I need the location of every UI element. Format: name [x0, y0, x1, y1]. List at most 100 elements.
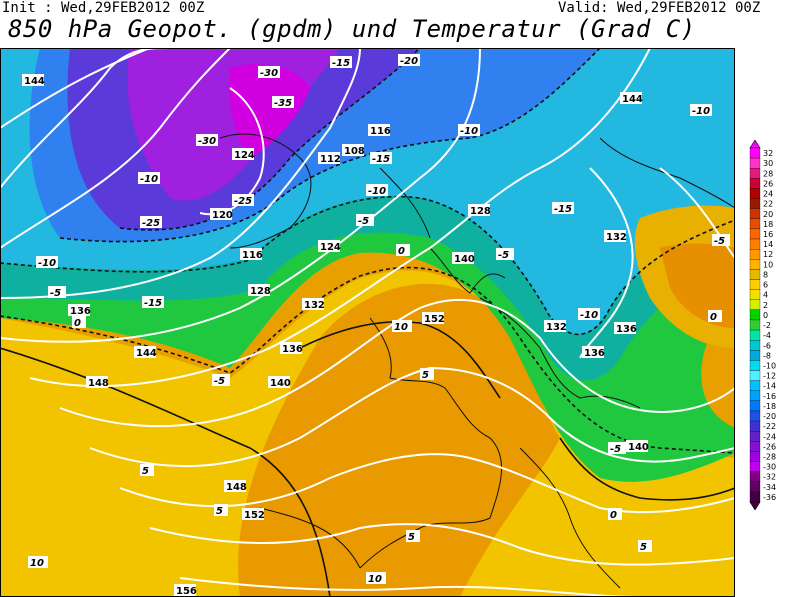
legend-value: 30 — [763, 159, 773, 168]
temp-label: -5 — [214, 376, 225, 387]
temp-label: -15 — [554, 204, 572, 215]
legend-value: 14 — [763, 240, 773, 249]
legend-swatch — [749, 269, 761, 280]
temp-label: -20 — [400, 56, 418, 67]
legend-swatch — [749, 441, 761, 452]
geo-label: 136 — [584, 348, 605, 359]
temp-label: -5 — [358, 216, 369, 227]
geo-label: 116 — [242, 250, 263, 261]
geo-label: 128 — [470, 206, 491, 217]
legend-swatch — [749, 319, 761, 331]
legend-swatch — [749, 248, 761, 260]
legend-swatch — [749, 147, 761, 159]
temp-label: 0 — [74, 318, 81, 329]
geo-label: 144 — [24, 76, 45, 87]
legend-swatch — [749, 259, 761, 270]
geo-label: 124 — [234, 150, 255, 161]
temp-label: 0 — [710, 312, 717, 323]
legend-value: -30 — [763, 463, 776, 472]
legend-value: 8 — [763, 270, 768, 279]
colorbar-up-arrow-icon — [749, 140, 761, 149]
legend-swatch — [749, 329, 761, 341]
temp-label: 0 — [610, 510, 617, 521]
temperature-labels: -30 -25 -15 -20 -35 -30 -10 -25 -15 -10 … — [28, 54, 730, 585]
legend-swatch — [749, 198, 761, 209]
legend-value: -32 — [763, 473, 776, 482]
geo-label: 136 — [282, 344, 303, 355]
legend-value: 12 — [763, 250, 773, 259]
legend-swatch — [749, 289, 761, 300]
geo-label: 124 — [320, 242, 341, 253]
legend-value: 24 — [763, 190, 773, 199]
geo-label: 152 — [424, 314, 445, 325]
legend-value: -20 — [763, 412, 776, 421]
legend-value: -22 — [763, 422, 776, 431]
temp-label: -15 — [144, 298, 162, 309]
temp-label: -15 — [372, 154, 390, 165]
legend-swatch — [749, 451, 761, 462]
legend-swatch — [749, 380, 761, 391]
legend-swatch — [749, 431, 761, 442]
temp-label: 5 — [216, 506, 223, 517]
legend-value: 28 — [763, 169, 773, 178]
temp-label: -10 — [460, 126, 478, 137]
temp-label: -15 — [332, 58, 350, 69]
init-time: Init : Wed,29FEB2012 00Z — [2, 0, 205, 16]
temp-label: 10 — [30, 558, 44, 569]
temp-label: -30 — [260, 68, 278, 79]
geo-label: 128 — [250, 286, 271, 297]
legend-swatch — [749, 360, 761, 371]
isotherms — [0, 48, 735, 597]
geo-label: 116 — [370, 126, 391, 137]
orange-field — [238, 283, 561, 597]
legend-value: -14 — [763, 382, 776, 391]
geo-label: 140 — [628, 442, 649, 453]
geo-label: 132 — [546, 322, 567, 333]
geo-label: 144 — [136, 348, 157, 359]
geo-label: 108 — [344, 146, 365, 157]
temp-label: -25 — [234, 196, 252, 207]
temp-label: 5 — [640, 542, 647, 553]
legend-swatch — [749, 178, 761, 189]
legend-swatch — [749, 168, 761, 179]
legend-swatch — [749, 218, 761, 230]
legend-swatch — [749, 208, 761, 219]
weather-map: 144 136 120 128 124 116 112 108 116 124 … — [0, 48, 735, 597]
temp-label: -35 — [274, 98, 292, 109]
legend-swatch — [749, 228, 761, 240]
legend-swatch — [749, 461, 761, 472]
legend-value: 20 — [763, 210, 773, 219]
temp-label: -10 — [692, 106, 710, 117]
geo-label: 120 — [212, 210, 233, 221]
legend-swatch — [749, 279, 761, 290]
geo-label: 132 — [304, 300, 325, 311]
legend-value: -18 — [763, 402, 776, 411]
legend-value: -8 — [763, 351, 771, 360]
legend-swatch — [749, 157, 761, 169]
geo-label: 140 — [270, 378, 291, 389]
legend-value: 16 — [763, 230, 773, 239]
legend-swatch — [749, 370, 761, 381]
legend-swatch — [749, 491, 761, 503]
temp-label: 10 — [368, 574, 382, 585]
geo-label: 136 — [616, 324, 637, 335]
legend-value: -16 — [763, 392, 776, 401]
temp-label: 10 — [394, 322, 408, 333]
legend-value: 4 — [763, 291, 768, 300]
temp-label: -10 — [38, 258, 56, 269]
coastlines — [219, 133, 735, 589]
temp-label: -5 — [498, 250, 509, 261]
geo-label: 152 — [244, 510, 265, 521]
legend-swatch — [749, 350, 761, 361]
temp-label: -5 — [610, 444, 621, 455]
legend-value: 6 — [763, 281, 768, 290]
legend-swatch — [749, 410, 761, 422]
legend-value: 32 — [763, 149, 773, 158]
legend-value: -28 — [763, 453, 776, 462]
temp-label: 5 — [408, 532, 415, 543]
valid-time: Valid: Wed,29FEB2012 00Z — [558, 0, 761, 16]
legend-swatch — [749, 340, 761, 351]
geo-label: 144 — [622, 94, 643, 105]
legend-swatch — [749, 299, 761, 310]
legend-value: 26 — [763, 179, 773, 188]
